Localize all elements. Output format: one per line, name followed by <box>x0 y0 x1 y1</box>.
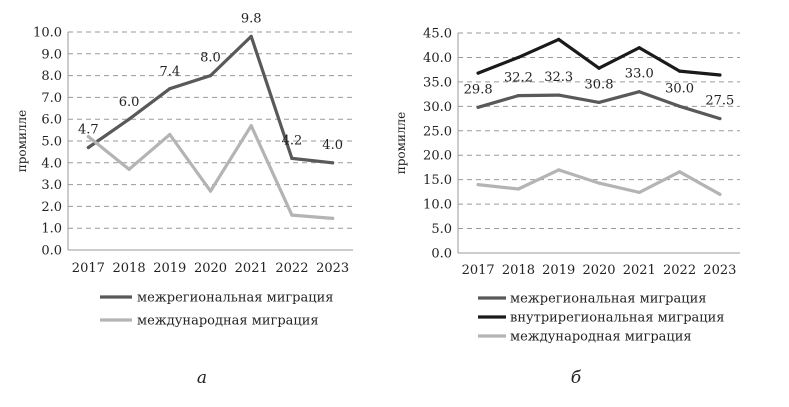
data-label: 4.7 <box>78 123 99 138</box>
data-point <box>331 216 335 220</box>
data-point <box>476 105 480 109</box>
panel-label: б <box>571 368 582 388</box>
y-tick-label: 10.0 <box>423 198 452 213</box>
data-point <box>597 181 601 185</box>
data-label: 4.2 <box>282 133 303 148</box>
data-label: 9.8 <box>241 11 262 26</box>
data-point <box>677 104 682 108</box>
data-point <box>127 167 131 171</box>
data-point <box>637 190 641 194</box>
x-tick-label: 2022 <box>275 261 308 276</box>
data-point <box>86 135 90 139</box>
x-tick-label: 2020 <box>194 261 227 276</box>
data-point <box>127 117 131 121</box>
data-label: 27.5 <box>705 94 734 109</box>
legend-label: международная миграция <box>137 314 319 329</box>
data-point <box>597 66 601 70</box>
data-point <box>331 161 335 165</box>
data-label: 7.4 <box>159 65 180 80</box>
data-point <box>516 93 521 98</box>
x-tick-label: 2023 <box>703 263 736 278</box>
x-tick-label: 2021 <box>623 263 656 278</box>
y-tick-label: 4.0 <box>41 156 62 171</box>
data-point <box>677 170 682 174</box>
data-point <box>718 73 722 77</box>
legend-label: межрегиональная миграция <box>510 292 706 307</box>
y-tick-label: 10.0 <box>33 26 62 41</box>
data-point <box>476 182 480 187</box>
x-tick-label: 2017 <box>72 261 105 276</box>
data-label: 4.0 <box>322 138 343 153</box>
data-point <box>476 71 480 75</box>
data-label: 8.0 <box>200 51 221 66</box>
data-label: 32.3 <box>544 70 573 85</box>
x-tick-label: 2020 <box>582 263 615 278</box>
data-point <box>208 74 213 78</box>
x-tick-label: 2019 <box>153 261 186 276</box>
y-axis-title: промилле <box>15 110 29 173</box>
data-point <box>290 213 294 217</box>
y-tick-label: 45.0 <box>423 27 452 42</box>
y-tick-label: 1.0 <box>41 222 62 237</box>
legend-label: международная миграция <box>510 330 692 345</box>
data-point <box>168 87 172 91</box>
x-tick-label: 2019 <box>542 263 575 278</box>
x-tick-label: 2018 <box>502 263 535 278</box>
data-point <box>86 145 90 150</box>
data-point <box>249 34 253 38</box>
y-tick-label: 3.0 <box>41 178 62 193</box>
data-point <box>516 187 521 191</box>
legend-label: внутрирегиональная миграция <box>510 311 725 326</box>
y-axis-title: промилле <box>394 112 408 175</box>
data-label: 32.2 <box>504 71 533 86</box>
data-point <box>208 189 213 193</box>
y-tick-label: 0.0 <box>431 247 452 262</box>
data-point <box>718 116 722 121</box>
data-label: 33.0 <box>625 67 654 82</box>
chart-b: 0.0 5.0 10.0 15.0 20.0 25.0 30.0 35.0 40.0 45.0 20… <box>394 27 740 388</box>
y-tick-label: 5.0 <box>431 222 452 237</box>
y-tick-label: 6.0 <box>41 113 62 128</box>
panel-label: а <box>197 368 207 388</box>
y-tick-label: 20.0 <box>423 149 452 164</box>
x-tick-label: 2022 <box>663 263 696 278</box>
y-tick-label: 15.0 <box>423 173 452 188</box>
y-tick-label: 2.0 <box>41 200 62 215</box>
data-point <box>597 100 601 105</box>
y-tick-label: 9.0 <box>41 47 62 62</box>
y-tick-label: 5.0 <box>41 135 62 150</box>
y-tick-label: 40.0 <box>423 51 452 66</box>
data-point <box>637 90 641 94</box>
data-point <box>290 156 294 161</box>
data-point <box>557 37 561 41</box>
x-tick-label: 2018 <box>113 261 146 276</box>
data-point <box>168 132 172 137</box>
data-point <box>677 69 682 73</box>
data-point <box>516 55 521 60</box>
data-point <box>718 192 722 196</box>
y-tick-label: 30.0 <box>423 100 452 115</box>
data-label: 6.0 <box>119 95 140 110</box>
chart-a: 0.0 1.0 2.0 3.0 4.0 5.0 6.0 7.0 8.0 9.0 10.0 2017 20… <box>15 11 353 388</box>
x-tick-label: 2017 <box>462 263 495 278</box>
y-tick-label: 25.0 <box>423 124 452 139</box>
y-tick-label: 8.0 <box>41 69 62 84</box>
x-tick-label: 2021 <box>235 261 268 276</box>
x-tick-label: 2023 <box>316 261 349 276</box>
data-point <box>637 46 641 50</box>
y-tick-label: 7.0 <box>41 91 62 106</box>
y-tick-label: 35.0 <box>423 75 452 90</box>
y-tick-label: 0.0 <box>41 244 62 259</box>
data-label: 30.0 <box>665 81 694 96</box>
data-label: 30.8 <box>585 77 614 92</box>
data-point <box>557 93 561 97</box>
legend-label: межрегиональная миграция <box>137 291 333 306</box>
data-point <box>557 168 561 172</box>
data-point <box>249 124 253 128</box>
data-label: 29.8 <box>464 82 493 97</box>
